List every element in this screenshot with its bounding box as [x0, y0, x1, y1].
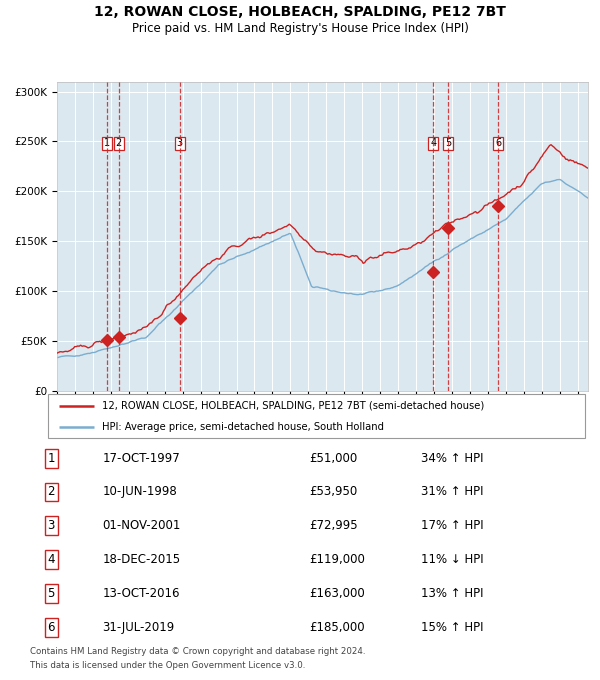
Text: 5: 5 — [445, 139, 451, 148]
Text: 4: 4 — [47, 553, 55, 566]
Text: 1: 1 — [47, 452, 55, 464]
Text: 3: 3 — [176, 139, 182, 148]
Text: 17% ↑ HPI: 17% ↑ HPI — [421, 520, 483, 532]
Text: 3: 3 — [47, 520, 55, 532]
Text: 12, ROWAN CLOSE, HOLBEACH, SPALDING, PE12 7BT (semi-detached house): 12, ROWAN CLOSE, HOLBEACH, SPALDING, PE1… — [102, 401, 484, 411]
Text: 15% ↑ HPI: 15% ↑ HPI — [421, 621, 483, 634]
Text: £163,000: £163,000 — [309, 587, 365, 600]
Text: 31-JUL-2019: 31-JUL-2019 — [103, 621, 175, 634]
Text: 13-OCT-2016: 13-OCT-2016 — [103, 587, 180, 600]
Text: £185,000: £185,000 — [309, 621, 365, 634]
FancyBboxPatch shape — [48, 394, 585, 438]
Text: 12, ROWAN CLOSE, HOLBEACH, SPALDING, PE12 7BT: 12, ROWAN CLOSE, HOLBEACH, SPALDING, PE1… — [94, 5, 506, 20]
Text: 17-OCT-1997: 17-OCT-1997 — [103, 452, 180, 464]
Text: £51,000: £51,000 — [309, 452, 357, 464]
Text: 1: 1 — [104, 139, 110, 148]
Text: 18-DEC-2015: 18-DEC-2015 — [103, 553, 181, 566]
Text: 10-JUN-1998: 10-JUN-1998 — [103, 486, 177, 498]
Text: £119,000: £119,000 — [309, 553, 365, 566]
Text: 6: 6 — [47, 621, 55, 634]
Text: This data is licensed under the Open Government Licence v3.0.: This data is licensed under the Open Gov… — [30, 661, 305, 670]
Text: 01-NOV-2001: 01-NOV-2001 — [103, 520, 181, 532]
Text: Contains HM Land Registry data © Crown copyright and database right 2024.: Contains HM Land Registry data © Crown c… — [30, 647, 365, 656]
Text: 11% ↓ HPI: 11% ↓ HPI — [421, 553, 483, 566]
Text: Price paid vs. HM Land Registry's House Price Index (HPI): Price paid vs. HM Land Registry's House … — [131, 22, 469, 35]
Text: 34% ↑ HPI: 34% ↑ HPI — [421, 452, 483, 464]
Text: 4: 4 — [430, 139, 436, 148]
Text: £72,995: £72,995 — [309, 520, 358, 532]
Text: 2: 2 — [116, 139, 122, 148]
Text: £53,950: £53,950 — [309, 486, 357, 498]
Text: 13% ↑ HPI: 13% ↑ HPI — [421, 587, 483, 600]
Text: 2: 2 — [47, 486, 55, 498]
Text: 5: 5 — [47, 587, 55, 600]
Text: 31% ↑ HPI: 31% ↑ HPI — [421, 486, 483, 498]
Text: HPI: Average price, semi-detached house, South Holland: HPI: Average price, semi-detached house,… — [102, 422, 384, 432]
Text: 6: 6 — [495, 139, 502, 148]
